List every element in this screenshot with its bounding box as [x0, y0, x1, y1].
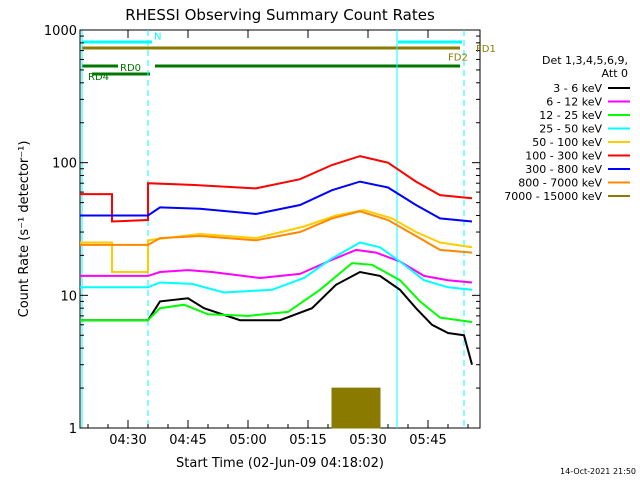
legend-entry-label: 800 - 7000 keV: [518, 177, 602, 190]
x-tick-label: 05:45: [409, 433, 446, 448]
axes: 04:30 04:45 05:00 05:15 05:30 05:45 1 10 100 1000: [44, 24, 480, 448]
plot-frame: [79, 29, 481, 429]
series-line-0: [80, 270, 473, 365]
timestamp: 14-Oct-2021 21:50: [560, 467, 636, 476]
legend-entry-label: 100 - 300 keV: [525, 150, 602, 163]
legend-header-line1: Det 1,3,4,5,6,9,: [542, 54, 628, 67]
x-tick-label: 05:00: [229, 433, 266, 448]
annotations: N FD1 FD2 RD0 RD4: [88, 31, 496, 83]
legend-entry-label: 300 - 800 keV: [525, 163, 602, 176]
series-line-3: [80, 241, 473, 294]
legend-header-line2: Att 0: [602, 67, 628, 80]
legend-entry-label: 7000 - 15000 keV: [504, 190, 602, 203]
series-line-1: [80, 248, 473, 284]
y-tick-label: 1: [69, 422, 77, 437]
chart-title: RHESSI Observing Summary Count Rates: [125, 6, 435, 24]
x-tick-label: 04:30: [109, 433, 146, 448]
legend-entry-label: 25 - 50 keV: [539, 123, 602, 136]
y-tick-label: 10: [60, 289, 77, 304]
annotation-label: RD0: [120, 63, 141, 74]
series-line-5: [80, 155, 473, 223]
x-axis-label: Start Time (02-Jun-09 04:18:02): [176, 456, 384, 471]
series-line-6: [80, 180, 473, 223]
x-tick-label: 05:15: [289, 433, 326, 448]
y-axis-label: Count Rate (s⁻¹ detector⁻¹): [17, 141, 32, 318]
annotation-label: FD2: [448, 52, 468, 63]
annotation-label: FD1: [476, 44, 496, 55]
annotation-label: N: [154, 31, 161, 42]
legend-entry-label: 12 - 25 keV: [539, 109, 602, 122]
y-tick-label: 1000: [44, 24, 77, 39]
legend-entry-label: 50 - 100 keV: [532, 136, 602, 149]
series-line-7: [80, 210, 473, 254]
x-tick-label: 05:30: [349, 433, 386, 448]
series-line-2: [80, 262, 473, 323]
annotation-label: RD4: [88, 72, 109, 83]
legend-entry-label: 3 - 6 keV: [553, 82, 602, 95]
x-tick-label: 04:45: [169, 433, 206, 448]
series-line-4: [80, 208, 473, 273]
y-tick-label: 100: [52, 157, 77, 172]
legend-entry-label: 6 - 12 keV: [546, 96, 602, 109]
series-lines: [80, 155, 473, 429]
series-line-8: [331, 387, 381, 429]
